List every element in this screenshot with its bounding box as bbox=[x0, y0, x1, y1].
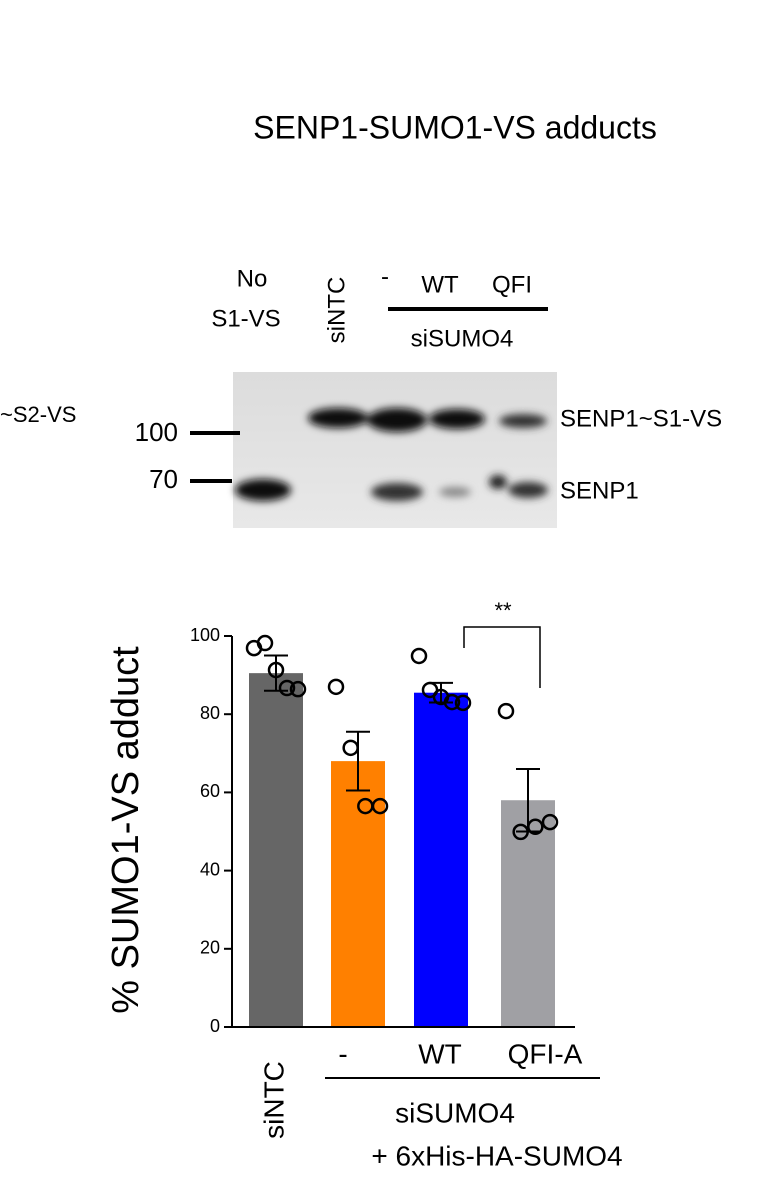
y-tick-label: 0 bbox=[210, 1016, 220, 1036]
figure-title: SENP1-SUMO1-VS adducts bbox=[253, 109, 657, 145]
data-point bbox=[342, 739, 359, 757]
group-label: siSUMO4 bbox=[395, 1097, 515, 1128]
bar bbox=[249, 673, 303, 1027]
x-tick-label: - bbox=[338, 1038, 347, 1069]
data-point bbox=[527, 818, 544, 836]
data-point bbox=[278, 679, 296, 697]
y-tick-label: 60 bbox=[200, 781, 220, 801]
bar bbox=[501, 800, 555, 1027]
group-label: + 6xHis-HA-SUMO4 bbox=[371, 1140, 622, 1171]
lane-label: - bbox=[381, 263, 389, 290]
significance-label: ** bbox=[494, 598, 512, 623]
lane-label: WT bbox=[421, 271, 459, 298]
data-point bbox=[512, 823, 529, 841]
x-tick-label: siNTC bbox=[258, 1061, 289, 1139]
data-point bbox=[497, 702, 515, 720]
data-point bbox=[289, 680, 307, 698]
data-point bbox=[443, 693, 461, 711]
marker-label: 70 bbox=[149, 464, 178, 494]
marker-label: 100 bbox=[135, 417, 178, 447]
y-tick-label: 100 bbox=[190, 625, 220, 645]
lane-label: QFI bbox=[492, 271, 532, 298]
y-tick-label: 20 bbox=[200, 938, 220, 958]
data-point bbox=[410, 647, 428, 665]
blot-image bbox=[233, 372, 557, 528]
marker-label: ~S2-VS bbox=[0, 402, 76, 427]
lane-label: siNTC bbox=[323, 277, 350, 344]
data-point bbox=[256, 634, 274, 652]
band-label: SENP1 bbox=[560, 477, 639, 504]
group-label: siSUMO4 bbox=[411, 325, 514, 352]
data-point bbox=[454, 694, 472, 712]
y-tick-label: 40 bbox=[200, 859, 220, 879]
bar bbox=[414, 692, 468, 1027]
bands bbox=[235, 408, 548, 501]
data-point bbox=[371, 797, 389, 815]
data-point bbox=[267, 661, 285, 679]
band-label: SENP1~S1-VS bbox=[560, 405, 722, 432]
x-tick-label: QFI-A bbox=[508, 1038, 583, 1069]
lane-label: S1-VS bbox=[211, 305, 280, 332]
x-tick-label: WT bbox=[418, 1038, 462, 1069]
significance-bracket bbox=[463, 626, 541, 688]
lane-label: No bbox=[237, 265, 268, 292]
y-tick-label: 80 bbox=[200, 703, 220, 723]
data-point bbox=[327, 678, 345, 696]
data-point bbox=[541, 813, 559, 831]
y-axis-label: % SUMO1-VS adduct bbox=[105, 646, 147, 1014]
